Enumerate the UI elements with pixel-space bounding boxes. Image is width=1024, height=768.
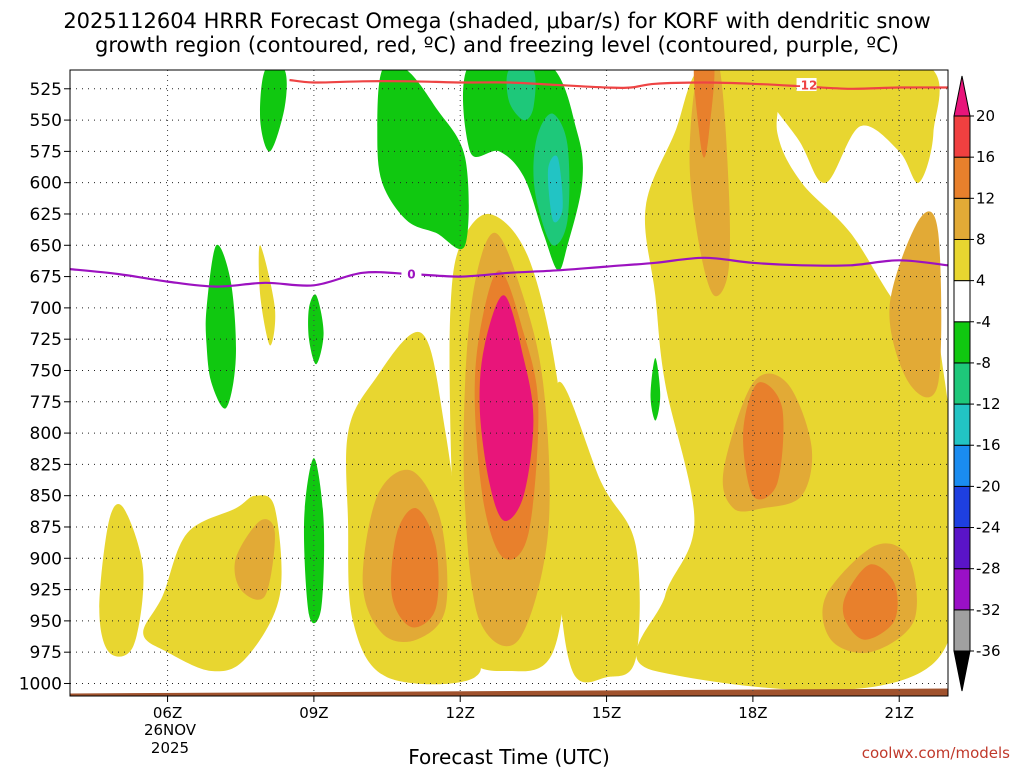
colorbar-label--32: -32 xyxy=(976,601,1001,619)
omega-region-30 xyxy=(547,155,563,223)
colorbar-label-4: 4 xyxy=(976,272,986,290)
x-tick-label-18Z: 18Z xyxy=(738,704,767,722)
y-tick-label-700: 700 xyxy=(30,299,62,319)
x-tick-label-09Z: 09Z xyxy=(299,704,328,722)
omega-region-27 xyxy=(650,358,661,421)
colorbar-swatch-7 xyxy=(953,321,971,364)
colorbar-swatch-3 xyxy=(953,485,971,529)
colorbar-swatch-8 xyxy=(953,280,971,323)
x-tick-label-06Z: 06Z xyxy=(153,704,182,722)
y-tick-label-825: 825 xyxy=(30,455,62,475)
colorbar-label--20: -20 xyxy=(976,477,1001,495)
y-tick-label-875: 875 xyxy=(30,518,62,538)
omega-region-14 xyxy=(234,519,275,600)
x-tick-label-15Z: 15Z xyxy=(592,704,621,722)
y-tick-label-650: 650 xyxy=(30,236,62,256)
y-tick-label-925: 925 xyxy=(30,581,62,601)
contour-line--12 xyxy=(289,78,948,90)
colorbar-swatch-4 xyxy=(953,444,971,487)
x-tick-label-21Z: 21Z xyxy=(885,704,914,722)
date-label-year: 2025 xyxy=(151,739,189,757)
colorbar-label--28: -28 xyxy=(976,560,1001,578)
contour-label-bg-1 xyxy=(401,267,422,281)
colorbar-label-20: 20 xyxy=(976,107,995,125)
y-tick-label-775: 775 xyxy=(30,393,62,413)
ground-layer xyxy=(70,688,948,696)
y-tick-label-600: 600 xyxy=(30,174,62,194)
colorbar-label--12: -12 xyxy=(976,395,1001,413)
colorbar-swatch-12 xyxy=(953,115,971,158)
colorbar-swatch-5 xyxy=(953,403,971,446)
omega-region-2 xyxy=(553,381,640,683)
colorbar-label--16: -16 xyxy=(976,436,1001,454)
x-axis-label: Forecast Time (UTC) xyxy=(408,745,610,768)
colorbar-label-12: 12 xyxy=(976,189,995,207)
colorbar-swatch-9 xyxy=(953,238,971,282)
colorbar-high-triangle xyxy=(953,75,971,117)
x-tick-label-12Z: 12Z xyxy=(446,704,475,722)
omega-region-17 xyxy=(693,70,715,158)
colorbar-label--8: -8 xyxy=(976,354,991,372)
y-tick-label-900: 900 xyxy=(30,549,62,569)
omega-region-25 xyxy=(308,294,324,365)
colorbar-label-16: 16 xyxy=(976,148,995,166)
omega-region-21 xyxy=(377,70,469,250)
chart-title-line2: growth region (contoured, red, ºC) and f… xyxy=(95,33,899,57)
contour-line-0 xyxy=(70,256,948,288)
omega-region-13 xyxy=(889,211,942,398)
colorbar-label--4: -4 xyxy=(976,313,991,331)
colorbar: -36 -32 -28 -24 -20 -16 -12 -8 -4 4 8 12 16 20 xyxy=(953,75,1001,692)
omega-region-7 xyxy=(757,70,940,183)
omega-region-5 xyxy=(258,245,276,346)
colorbar-swatch-10 xyxy=(953,197,971,240)
colorbar-label--24: -24 xyxy=(976,519,1001,537)
chart-title-line1: 2025112604 HRRR Forecast Omega (shaded, … xyxy=(63,9,930,33)
colorbar-swatch-1 xyxy=(953,568,971,611)
colorbar-swatch-11 xyxy=(953,156,971,199)
y-tick-label-850: 850 xyxy=(30,487,62,507)
y-tick-label-950: 950 xyxy=(30,612,62,632)
colorbar-label-8: 8 xyxy=(976,230,986,248)
ground-fill xyxy=(70,688,948,696)
contour-label-bg-0 xyxy=(796,78,817,92)
y-tick-label-750: 750 xyxy=(30,361,62,381)
y-tick-label-675: 675 xyxy=(30,268,62,288)
colorbar-label--36: -36 xyxy=(976,642,1001,660)
date-label-day: 26NOV xyxy=(144,721,197,739)
contour-label--12: -12 xyxy=(796,79,818,93)
omega-region-3 xyxy=(99,504,144,657)
omega-region-20 xyxy=(479,295,534,521)
colorbar-swatch-2 xyxy=(953,527,971,570)
x-axis: 06Z 09Z 12Z 15Z 18Z 21Z xyxy=(153,696,914,722)
y-tick-label-1000: 1000 xyxy=(19,674,62,694)
y-tick-label-525: 525 xyxy=(30,80,62,100)
plot-frame xyxy=(69,69,949,697)
credit-text: coolwx.com/models xyxy=(862,744,1010,762)
y-tick-label-800: 800 xyxy=(30,424,62,444)
y-tick-label-625: 625 xyxy=(30,205,62,225)
y-axis: 525 550 575 600 625 650 675 700 725 750 775 800 825 8… xyxy=(19,80,70,694)
y-tick-label-725: 725 xyxy=(30,330,62,350)
temperature-contours: -12 0 xyxy=(70,78,948,288)
colorbar-swatch-0 xyxy=(953,609,971,652)
y-tick-label-550: 550 xyxy=(30,111,62,131)
y-tick-label-975: 975 xyxy=(30,643,62,663)
colorbar-swatch-6 xyxy=(953,362,971,405)
contour-label-0: 0 xyxy=(407,268,415,282)
omega-region-16 xyxy=(391,507,439,628)
grid-lines xyxy=(70,70,948,696)
omega-region-23 xyxy=(260,70,287,152)
y-tick-label-575: 575 xyxy=(30,142,62,162)
colorbar-low-triangle xyxy=(953,650,971,692)
